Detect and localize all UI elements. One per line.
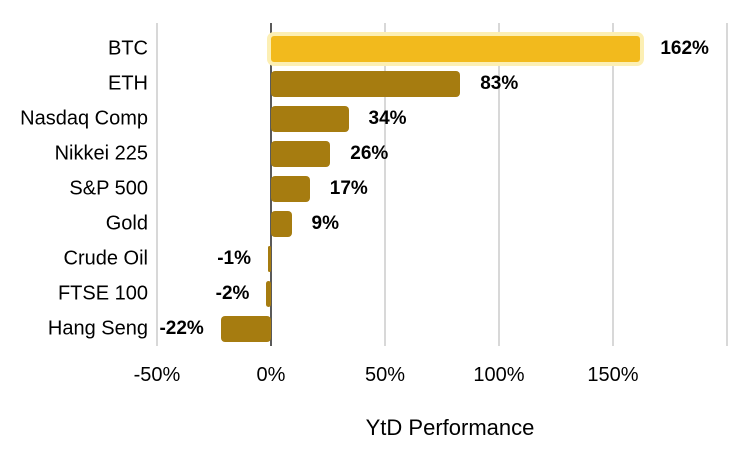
value-label: 9% xyxy=(311,212,339,234)
value-label: 17% xyxy=(329,178,368,200)
bar xyxy=(271,141,331,168)
category-label: Gold xyxy=(105,212,148,235)
category-label: FTSE 100 xyxy=(57,282,148,305)
value-label: 162% xyxy=(660,38,709,60)
bar xyxy=(271,106,349,133)
gridline xyxy=(156,23,158,346)
x-tick-label: -50% xyxy=(133,364,181,386)
bar xyxy=(220,315,271,342)
bar xyxy=(271,176,310,203)
value-label: -1% xyxy=(217,247,251,269)
value-label: -2% xyxy=(215,282,250,304)
gridline xyxy=(498,23,500,346)
category-label: ETH xyxy=(108,72,148,95)
x-tick-label: 50% xyxy=(364,364,406,386)
value-label: 83% xyxy=(480,73,519,95)
x-tick-label: 0% xyxy=(256,364,286,386)
category-label: Nasdaq Comp xyxy=(20,107,148,130)
bar xyxy=(271,210,292,237)
bar xyxy=(271,71,461,98)
gridline xyxy=(384,23,386,346)
gridline xyxy=(726,23,728,346)
value-label: 26% xyxy=(350,143,389,165)
category-label: Nikkei 225 xyxy=(54,142,148,165)
value-label: -22% xyxy=(159,317,204,339)
category-label: Crude Oil xyxy=(63,247,148,270)
value-label: 34% xyxy=(368,108,407,130)
bar xyxy=(266,280,271,307)
category-label: S&P 500 xyxy=(69,177,148,200)
gridline xyxy=(612,23,614,346)
plot-area xyxy=(156,23,728,346)
bar-highlighted xyxy=(267,32,645,67)
category-label: Hang Seng xyxy=(47,317,148,340)
category-label: BTC xyxy=(108,37,148,60)
x-tick-label: 150% xyxy=(587,364,639,386)
bar xyxy=(268,245,271,272)
x-tick-label: 100% xyxy=(473,364,525,386)
x-axis-title: YtD Performance xyxy=(365,415,535,440)
